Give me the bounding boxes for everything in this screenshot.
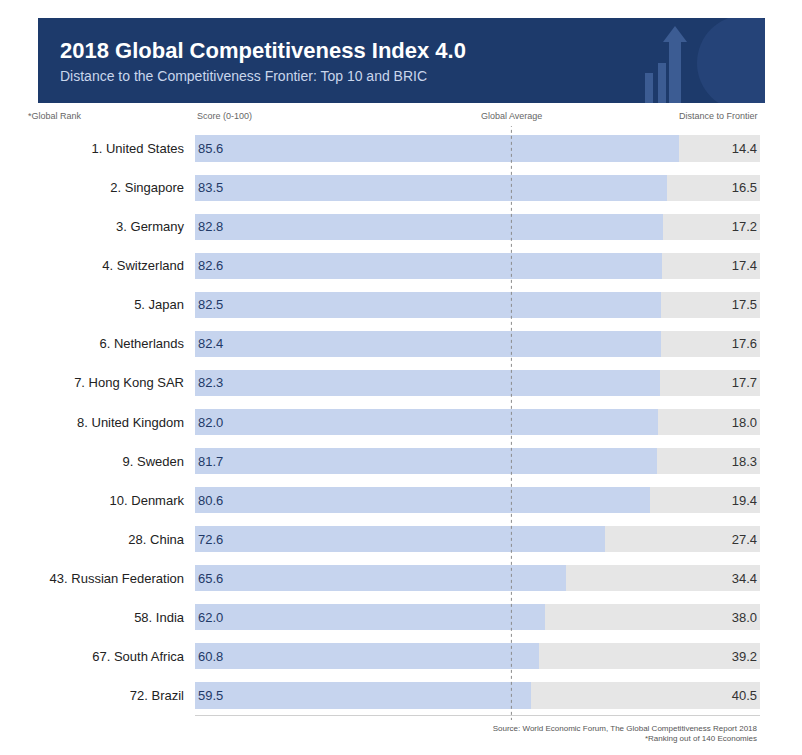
svg-text:65.6: 65.6 [198, 571, 223, 586]
svg-text:18.0: 18.0 [732, 415, 757, 430]
svg-text:80.6: 80.6 [198, 493, 223, 508]
svg-text:83.5: 83.5 [198, 180, 223, 195]
svg-text:14.4: 14.4 [732, 141, 757, 156]
svg-text:82.3: 82.3 [198, 375, 223, 390]
svg-text:62.0: 62.0 [198, 610, 223, 625]
svg-text:60.8: 60.8 [198, 649, 223, 664]
html-text:Source: World Economic Forum,: Source: World Economic Forum, The Global… [492, 724, 757, 733]
svg-text:43. Russian Federation: 43. Russian Federation [50, 571, 184, 586]
svg-text:17.4: 17.4 [732, 258, 757, 273]
svg-text:82.0: 82.0 [198, 415, 223, 430]
svg-text:72.6: 72.6 [198, 532, 223, 547]
svg-text:40.5: 40.5 [732, 688, 757, 703]
svg-text:Distance to Frontier: Distance to Frontier [679, 111, 758, 121]
html-text:*Ranking out of 140 Economies: *Ranking out of 140 Economies [644, 734, 757, 743]
svg-text:7. Hong Kong SAR: 7. Hong Kong SAR [74, 375, 184, 390]
svg-text:4. Switzerland: 4. Switzerland [102, 258, 184, 273]
svg-text:*Global Rank: *Global Rank [28, 111, 82, 121]
svg-text:85.6: 85.6 [198, 141, 223, 156]
svg-text:3. Germany: 3. Germany [116, 219, 184, 234]
svg-text:17.7: 17.7 [732, 375, 757, 390]
svg-text:72. Brazil: 72. Brazil [130, 688, 184, 703]
svg-text:67. South Africa: 67. South Africa [92, 649, 185, 664]
svg-text:17.5: 17.5 [732, 297, 757, 312]
svg-text:5. Japan: 5. Japan [134, 297, 184, 312]
svg-text:10. Denmark: 10. Denmark [110, 493, 185, 508]
svg-text:8. United Kingdom: 8. United Kingdom [77, 415, 184, 430]
svg-text:82.6: 82.6 [198, 258, 223, 273]
svg-text:59.5: 59.5 [198, 688, 223, 703]
svg-text:81.7: 81.7 [198, 454, 223, 469]
svg-text:27.4: 27.4 [732, 532, 757, 547]
svg-text:Global Average: Global Average [481, 111, 542, 121]
svg-text:6. Netherlands: 6. Netherlands [99, 336, 184, 351]
svg-text:38.0: 38.0 [732, 610, 757, 625]
svg-text:82.8: 82.8 [198, 219, 223, 234]
svg-text:16.5: 16.5 [732, 180, 757, 195]
svg-text:2. Singapore: 2. Singapore [110, 180, 184, 195]
svg-text:9. Sweden: 9. Sweden [123, 454, 184, 469]
svg-text:28. China: 28. China [128, 532, 184, 547]
svg-text:17.6: 17.6 [732, 336, 757, 351]
svg-text:1. United States: 1. United States [92, 141, 185, 156]
svg-text:82.4: 82.4 [198, 336, 223, 351]
svg-text:34.4: 34.4 [732, 571, 757, 586]
svg-text:58. India: 58. India [134, 610, 185, 625]
html-text:2018 Global Competitiveness In: 2018 Global Competitiveness Index 4.0 [60, 38, 466, 63]
svg-text:Score (0-100): Score (0-100) [197, 111, 252, 121]
svg-text:82.5: 82.5 [198, 297, 223, 312]
svg-text:39.2: 39.2 [732, 649, 757, 664]
svg-text:17.2: 17.2 [732, 219, 757, 234]
svg-text:18.3: 18.3 [732, 454, 757, 469]
html-text:Distance to the Competitivenes: Distance to the Competitiveness Frontier… [60, 68, 427, 84]
svg-text:19.4: 19.4 [732, 493, 757, 508]
